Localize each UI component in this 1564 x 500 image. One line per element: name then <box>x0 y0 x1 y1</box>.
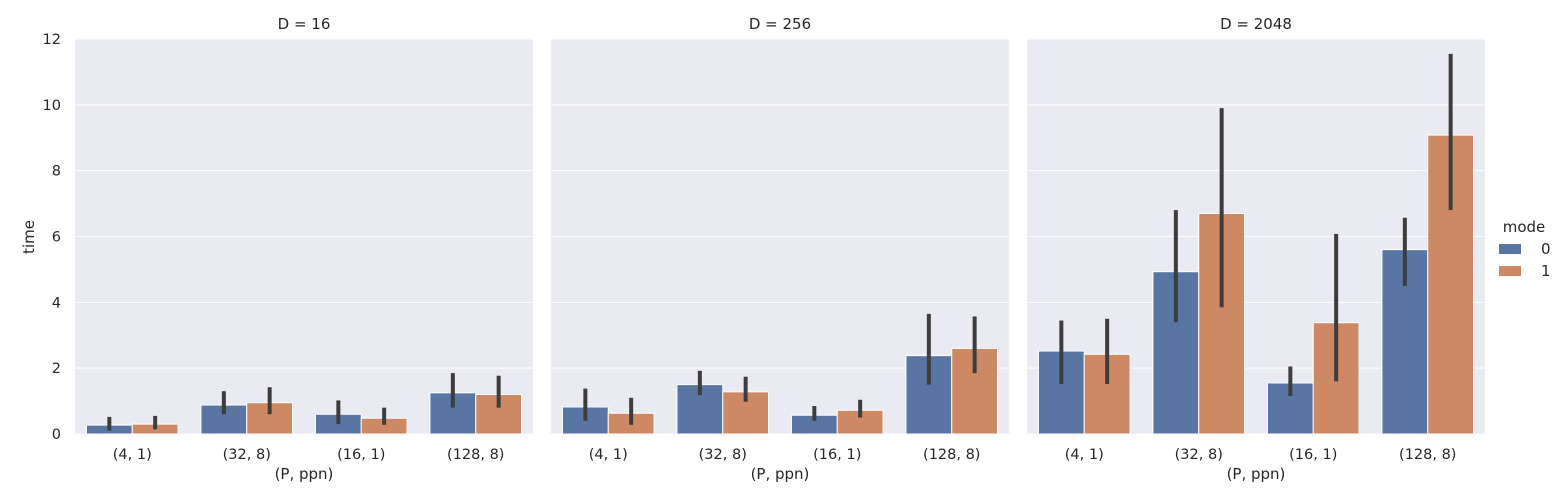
y-tick-label: 0 <box>52 427 61 443</box>
legend-swatch-mode-0 <box>1499 244 1521 254</box>
legend-swatch-mode-1 <box>1499 266 1521 276</box>
x-tick-label: (128, 8) <box>923 447 980 463</box>
legend-title: mode <box>1503 218 1546 236</box>
y-tick-label: 8 <box>52 164 61 180</box>
x-axis-label: (P, ppn) <box>1227 465 1286 483</box>
x-tick-label: (4, 1) <box>589 447 628 463</box>
legend-entry-label: 0 <box>1541 240 1551 258</box>
facet-panel-2: D = 256 (4, 1) (32, 8) (16, 1) (128, 8) (P, p… <box>551 15 1009 483</box>
facet-panel-1: 0 2 4 6 8 10 12 D = 16 (4, 1) (32, 8) (16, 1) (128,… <box>43 15 533 483</box>
panel-title: D = 16 <box>278 15 331 33</box>
legend: mode 0 1 <box>1499 218 1551 280</box>
x-tick-label: (16, 1) <box>813 447 861 463</box>
chart-panels: 0 2 4 6 8 10 12 D = 16 (4, 1) (32, 8) (16, 1) (128,… <box>43 15 1485 483</box>
facet-panel-3: D = 2048 (4, 1) (32, 8) (16, 1) (128, 8) (P, … <box>1027 15 1485 483</box>
x-tick-label: (32, 8) <box>699 447 747 463</box>
x-tick-label: (32, 8) <box>1175 447 1223 463</box>
x-tick-label: (4, 1) <box>113 447 152 463</box>
y-tick-label: 6 <box>52 230 61 246</box>
y-tick-label: 10 <box>43 98 61 114</box>
x-tick-label: (128, 8) <box>1399 447 1456 463</box>
y-tick-label: 12 <box>43 32 61 48</box>
panel-title: D = 2048 <box>1220 15 1292 33</box>
panel-title: D = 256 <box>749 15 811 33</box>
y-tick-label: 2 <box>52 361 61 377</box>
x-tick-label: (128, 8) <box>447 447 504 463</box>
y-axis-label: time <box>20 220 38 254</box>
y-tick-label: 4 <box>52 295 61 311</box>
x-tick-label: (32, 8) <box>223 447 271 463</box>
x-tick-label: (16, 1) <box>337 447 385 463</box>
x-tick-label: (4, 1) <box>1065 447 1104 463</box>
x-axis-label: (P, ppn) <box>751 465 810 483</box>
legend-entry-label: 1 <box>1541 262 1551 280</box>
x-tick-label: (16, 1) <box>1289 447 1337 463</box>
x-axis-label: (P, ppn) <box>275 465 334 483</box>
